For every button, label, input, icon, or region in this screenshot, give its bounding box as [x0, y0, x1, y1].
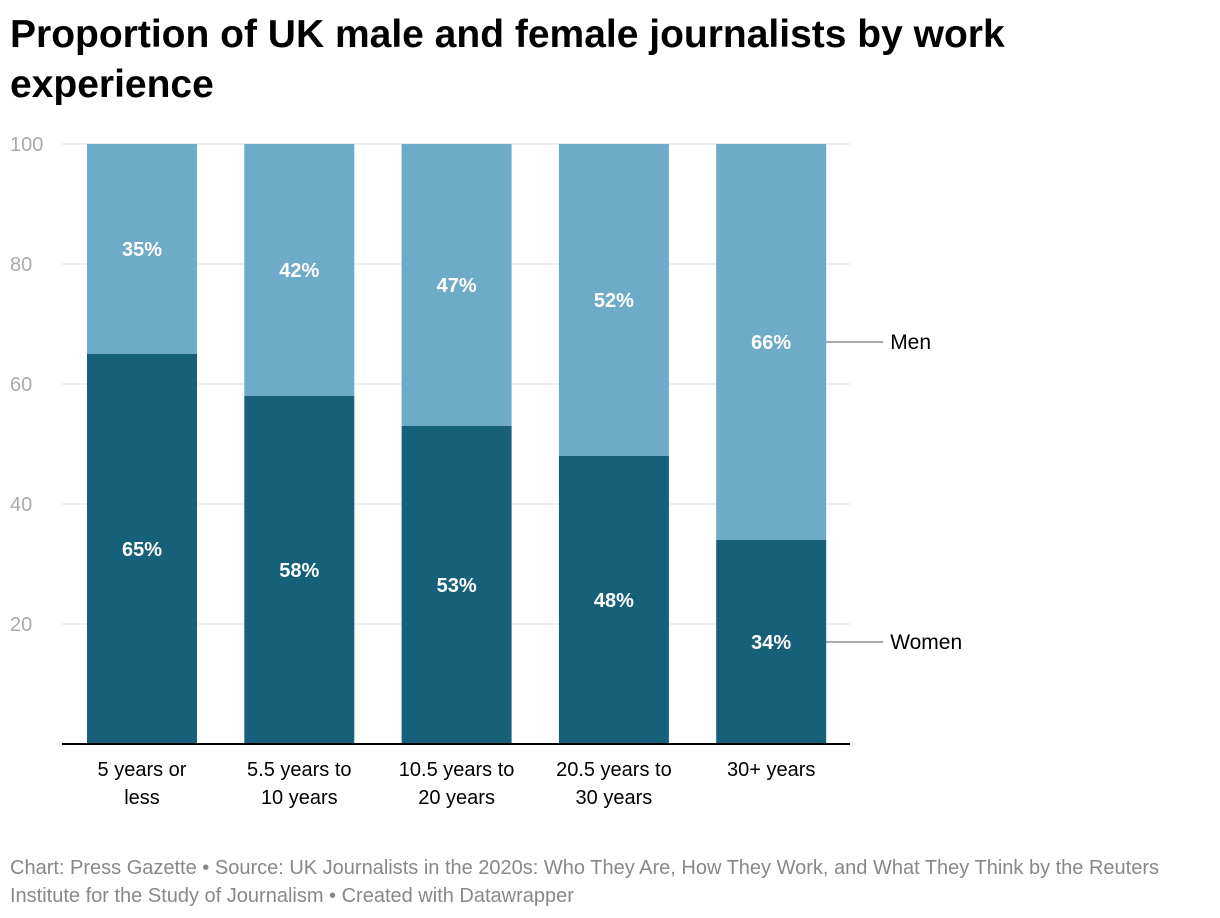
bars	[87, 144, 827, 744]
bar-value-labels: 65% 35% 58% 42% 53% 47% 48% 52% 34% 66%	[122, 239, 791, 654]
bar-men-2	[401, 144, 512, 426]
x-category-label: 10 years	[261, 787, 338, 809]
x-category-label: 30 years	[576, 787, 653, 809]
bar-label-women: 48%	[594, 590, 634, 612]
y-tick-label: 100	[10, 134, 43, 156]
bar-label-men: 42%	[279, 260, 319, 282]
bar-men-1	[244, 144, 355, 396]
y-tick-label: 80	[10, 254, 32, 276]
bar-label-women: 65%	[122, 539, 162, 561]
bar-label-men: 35%	[122, 239, 162, 261]
bar-women-2	[401, 426, 512, 744]
bar-men-4	[716, 144, 827, 540]
bar-women-3	[558, 456, 669, 744]
y-tick-label: 60	[10, 374, 32, 396]
x-category-label: 20.5 years to	[556, 759, 672, 781]
y-tick-label: 40	[10, 494, 32, 516]
bar-women-4	[716, 540, 827, 744]
x-category-label: 5 years or	[98, 759, 187, 781]
legend: Men Women	[826, 331, 962, 654]
legend-label-women: Women	[890, 631, 962, 654]
x-category-label: 20 years	[418, 787, 495, 809]
chart-footer-credit: Chart: Press Gazette • Source: UK Journa…	[10, 857, 1160, 907]
x-category-label: less	[124, 787, 160, 809]
chart-title: Proportion of UK male and female journal…	[10, 13, 1005, 106]
axes: 20 40 60 80 100 5 years or less 5.5 years to 10 …	[10, 134, 850, 809]
bar-label-women: 53%	[437, 575, 477, 597]
bar-label-women: 34%	[751, 632, 791, 654]
bar-label-women: 58%	[279, 560, 319, 582]
bar-label-men: 66%	[751, 332, 791, 354]
legend-label-men: Men	[890, 331, 931, 354]
bar-women-1	[244, 396, 355, 744]
bar-women-0	[87, 354, 197, 744]
bar-label-men: 52%	[594, 290, 634, 312]
x-category-label: 30+ years	[727, 759, 815, 781]
x-category-label: 5.5 years to	[247, 759, 352, 781]
bar-label-men: 47%	[437, 275, 477, 297]
y-tick-label: 20	[10, 614, 32, 636]
x-category-label: 10.5 years to	[399, 759, 515, 781]
bar-men-3	[558, 144, 669, 456]
bar-men-0	[87, 144, 197, 354]
